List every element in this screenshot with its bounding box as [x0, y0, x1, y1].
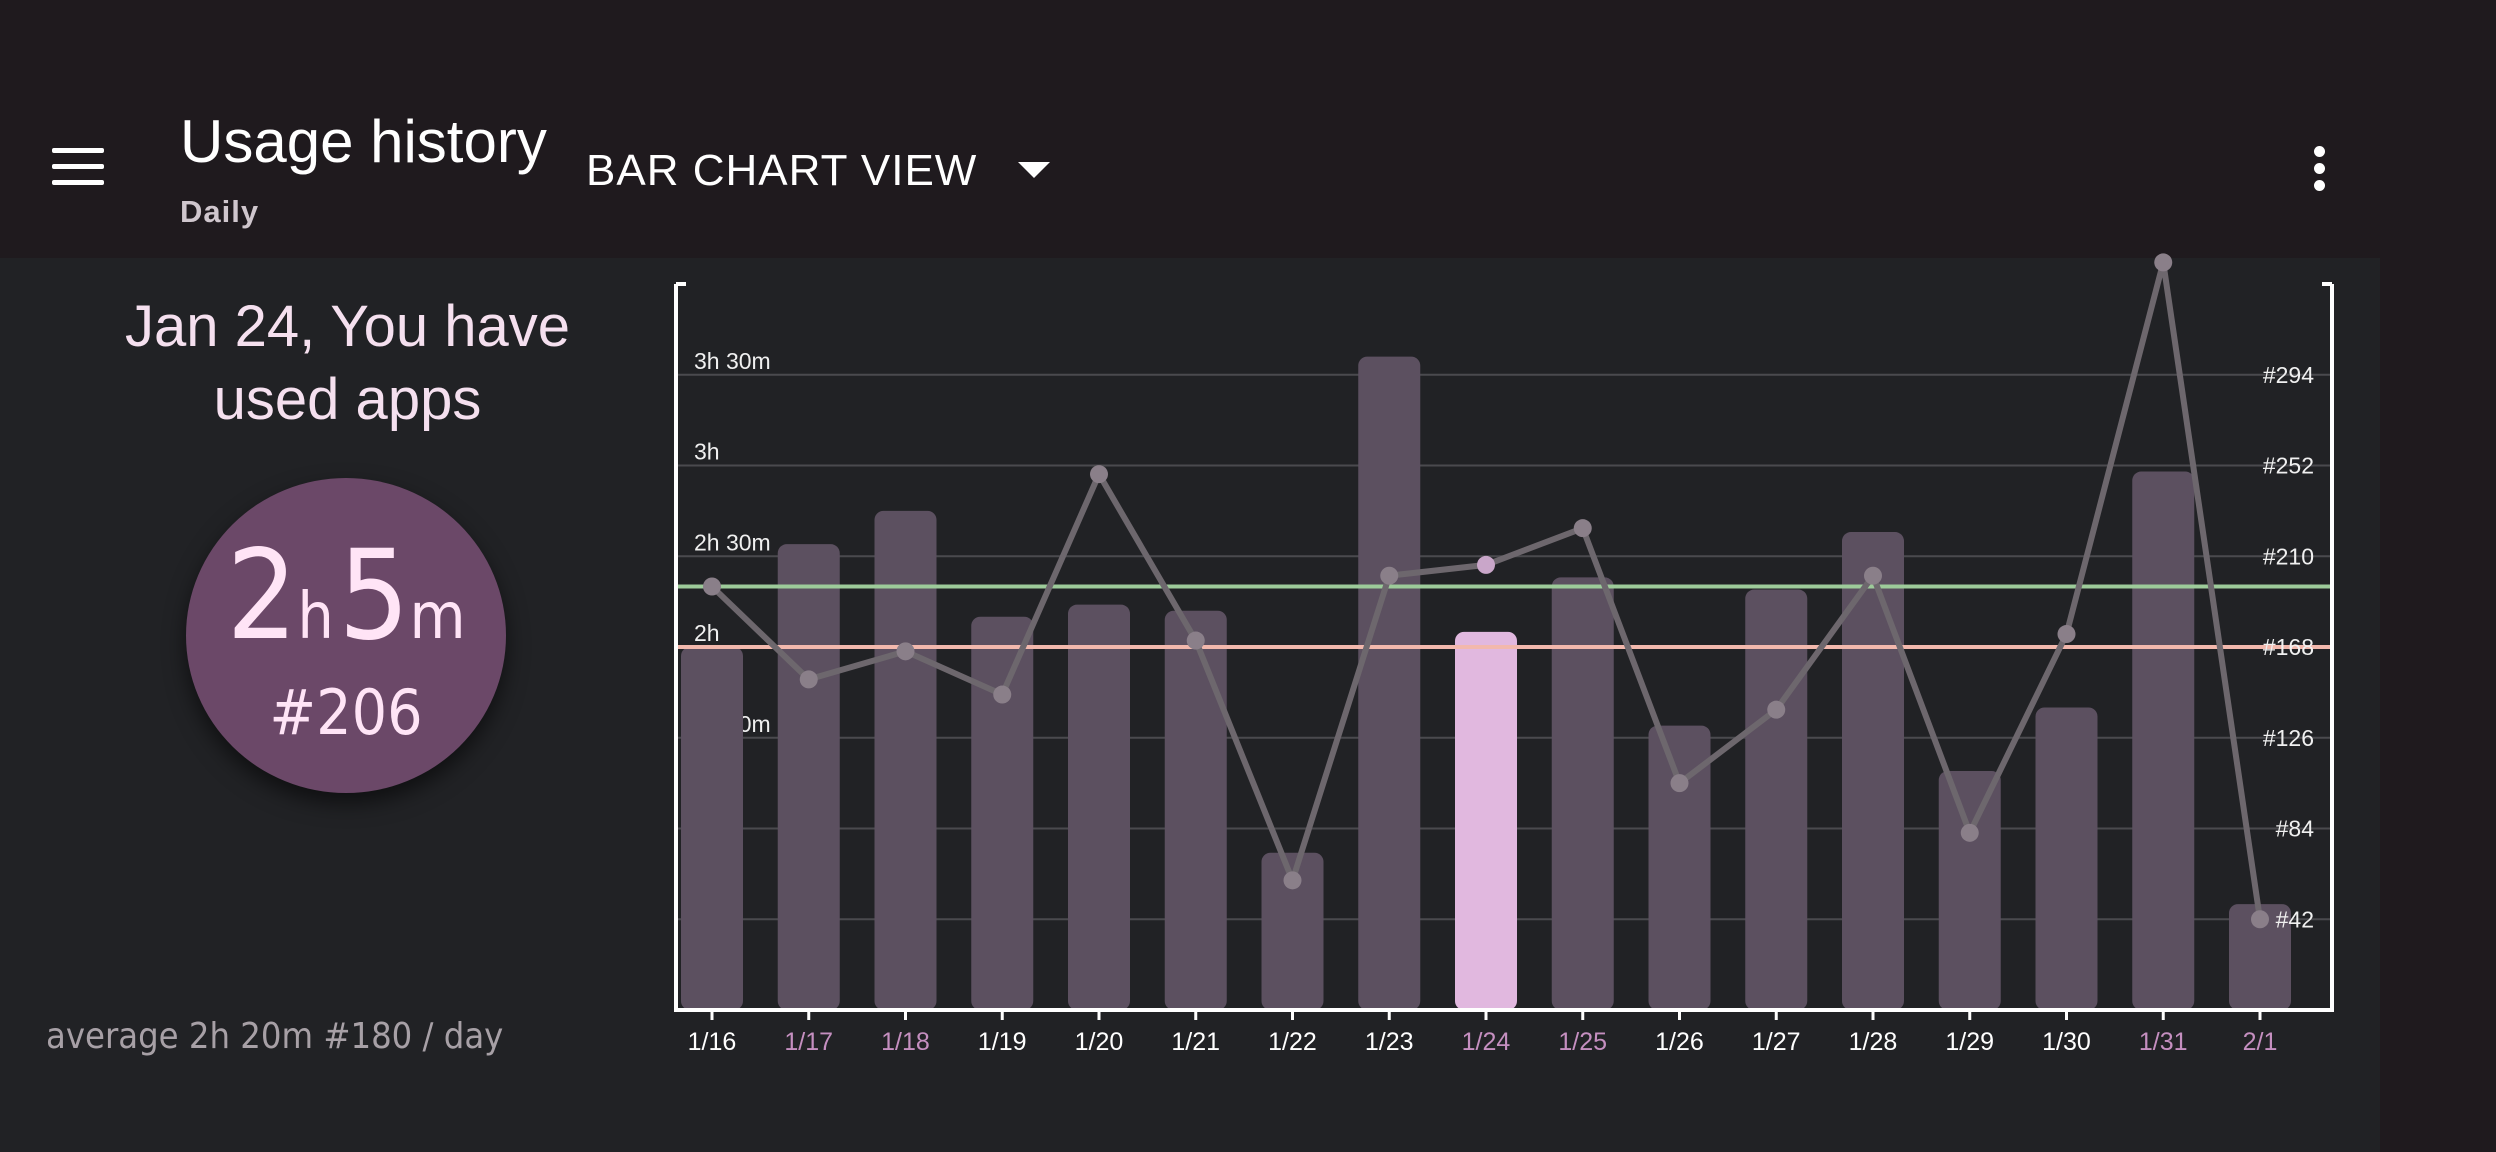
usage-minutes: 5 — [338, 524, 410, 668]
line-point — [1864, 566, 1882, 585]
dropdown-icon — [1018, 162, 1050, 178]
y2-tick-label: #252 — [2263, 453, 2314, 479]
y2-tick-label: #126 — [2263, 725, 2314, 751]
usage-hours-unit: h — [297, 580, 334, 654]
line-point — [2251, 910, 2269, 929]
x-tick-label: 2/1 — [2243, 1028, 2278, 1056]
x-tick-label: 1/20 — [1075, 1028, 1124, 1056]
line-point — [1670, 774, 1689, 793]
bar[interactable] — [1261, 852, 1324, 1010]
usage-hours: 2 — [226, 524, 298, 668]
line-point — [1767, 700, 1786, 719]
x-tick-label: 1/29 — [1945, 1028, 1994, 1056]
line-point — [2154, 253, 2173, 272]
x-tick-label: 1/23 — [1365, 1028, 1414, 1056]
menu-icon[interactable] — [44, 140, 114, 200]
day-headline: Jan 24, You have used apps — [124, 294, 571, 432]
line-point — [1477, 555, 1495, 574]
more-vert-icon[interactable] — [2300, 136, 2340, 200]
x-tick-label: 1/22 — [1268, 1028, 1317, 1056]
usage-summary-circle: 2h 5m #206 — [186, 478, 506, 793]
usage-minutes-unit: m — [409, 580, 466, 654]
y2-tick-label: #84 — [2276, 816, 2315, 842]
unlock-count: #206 — [269, 676, 423, 749]
bar[interactable] — [777, 544, 840, 1010]
bar[interactable] — [1164, 610, 1227, 1010]
line-point — [1380, 566, 1399, 585]
line-point — [896, 642, 915, 661]
line-point — [1186, 631, 1205, 650]
y2-tick-label: #168 — [2263, 634, 2314, 660]
y-tick-label: 2h 30m — [694, 529, 771, 555]
usage-time: 2h 5m — [186, 534, 506, 658]
x-tick-label: 1/17 — [784, 1028, 833, 1056]
bar[interactable] — [1745, 589, 1808, 1010]
x-tick-label: 1/18 — [881, 1028, 930, 1056]
bar[interactable] — [2035, 707, 2098, 1011]
y-tick-label: 2h — [694, 620, 720, 646]
line-point — [993, 685, 1012, 704]
y2-tick-label: #210 — [2263, 543, 2314, 569]
line-point — [1573, 519, 1592, 538]
bar[interactable] — [2132, 471, 2195, 1010]
x-tick-label: 1/30 — [2042, 1028, 2091, 1056]
bar[interactable] — [1358, 356, 1421, 1011]
bar[interactable] — [1455, 631, 1517, 1010]
bar[interactable] — [1068, 604, 1130, 1010]
bar[interactable] — [1551, 577, 1614, 1010]
bar[interactable] — [874, 510, 937, 1010]
page-subtitle: Daily — [180, 194, 260, 229]
y2-tick-label: #42 — [2276, 906, 2314, 932]
bar[interactable] — [2229, 904, 2291, 1010]
line-point — [1090, 465, 1108, 484]
page-title: Usage history — [180, 108, 547, 175]
y2-tick-label: #294 — [2263, 362, 2314, 388]
bar[interactable] — [1648, 725, 1711, 1010]
x-tick-label: 1/28 — [1849, 1028, 1898, 1056]
y-tick-label: 3h 30m — [694, 348, 771, 374]
bar[interactable] — [1842, 532, 1904, 1010]
x-tick-label: 1/26 — [1655, 1028, 1704, 1056]
bar[interactable] — [971, 616, 1034, 1010]
x-tick-label: 1/25 — [1558, 1028, 1607, 1056]
x-tick-label: 1/24 — [1462, 1028, 1511, 1056]
bar[interactable] — [681, 647, 743, 1010]
x-tick-label: 1/27 — [1752, 1028, 1801, 1056]
x-tick-label: 1/31 — [2139, 1028, 2188, 1056]
line-point — [799, 670, 818, 689]
app-bar: Usage history Daily BAR CHART VIEW — [0, 0, 2496, 258]
bar[interactable] — [1938, 771, 2001, 1010]
y-tick-label: 3h — [694, 439, 720, 465]
x-tick-label: 1/16 — [688, 1028, 737, 1056]
line-point — [1960, 823, 1979, 842]
x-tick-label: 1/21 — [1171, 1028, 1220, 1056]
line-point — [1283, 871, 1302, 890]
average-per-day: average 2h 20m #180 / day — [46, 1016, 504, 1057]
line-point — [2057, 625, 2076, 644]
x-tick-label: 1/19 — [978, 1028, 1027, 1056]
line-point — [703, 577, 721, 596]
view-mode-label: BAR CHART VIEW — [586, 146, 978, 195]
view-mode-dropdown[interactable]: BAR CHART VIEW — [586, 138, 1056, 202]
